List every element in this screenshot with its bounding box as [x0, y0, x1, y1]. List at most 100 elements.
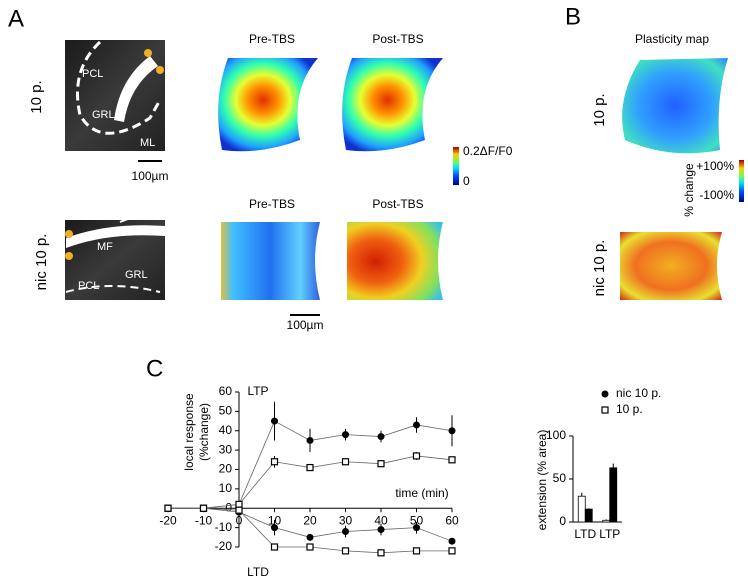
row-label: nic 10 p. — [33, 234, 50, 291]
bar — [584, 508, 593, 523]
data-point — [306, 463, 314, 472]
data-point — [271, 524, 278, 532]
data-point — [235, 506, 243, 514]
colorbar — [453, 147, 459, 185]
panel-label: C — [146, 355, 163, 382]
layer-outline — [119, 210, 166, 223]
y-tick-label: -20 — [215, 539, 233, 553]
axis-label: local response — [182, 393, 196, 471]
row-label: 10 p. — [28, 80, 45, 113]
legend-marker — [601, 406, 609, 414]
data-point — [377, 460, 385, 468]
colorbar-label: 0 — [463, 174, 470, 188]
annotation: LTP — [247, 384, 268, 398]
y-tick-label: 40 — [219, 423, 233, 437]
x-tick-label: -10 — [195, 513, 213, 527]
map-title: Pre-TBS — [249, 197, 295, 211]
x-tick-label: 50 — [410, 513, 424, 527]
heat-map — [342, 58, 443, 152]
plasticity-map — [622, 58, 728, 154]
fiber-tract — [114, 56, 158, 122]
y-tick-label: 20 — [219, 462, 233, 476]
bar — [602, 519, 611, 523]
data-point — [270, 458, 279, 466]
scale-label: 100µm — [287, 318, 324, 332]
data-point — [306, 533, 314, 541]
image-label: PCL — [78, 280, 99, 292]
image-label: ML — [140, 137, 155, 149]
colorbar-label: % change — [682, 163, 696, 217]
colorbar-label: -100% — [699, 188, 734, 202]
y-tick-label: 50 — [219, 404, 233, 418]
data-point — [306, 543, 314, 551]
panel-label: B — [565, 3, 581, 30]
bar — [609, 467, 618, 523]
image-label: MF — [97, 241, 113, 253]
x-tick-label: 30 — [339, 513, 353, 527]
layer-outline — [65, 285, 161, 293]
image-label: GRL — [125, 269, 148, 281]
data-point — [377, 433, 385, 441]
x-tick-label: 40 — [374, 513, 388, 527]
y-tick-label: 60 — [219, 384, 233, 398]
heat-map — [221, 222, 320, 300]
data-point — [306, 436, 314, 444]
y-tick-label: 0 — [559, 514, 566, 528]
data-point — [164, 504, 172, 512]
image-label: mf — [132, 70, 145, 82]
y-tick-label: 100 — [546, 428, 566, 442]
map-title: Post-TBS — [372, 32, 423, 46]
electrode — [144, 49, 152, 57]
electrode — [156, 66, 164, 74]
data-point — [448, 456, 456, 464]
row-label: nic 10 p. — [591, 240, 608, 297]
colorbar-label: 0.2ΔF/F0 — [463, 144, 513, 158]
axis-label: extension (% area) — [535, 430, 549, 531]
data-point — [448, 537, 456, 545]
data-point — [199, 504, 208, 512]
y-tick-label: 0 — [225, 500, 232, 514]
map-title: Pre-TBS — [249, 32, 295, 46]
x-tick-label: 0 — [236, 513, 243, 527]
data-point — [377, 526, 385, 534]
x-tick-label: LTP — [599, 527, 620, 541]
panel-label: A — [8, 5, 24, 32]
legend-marker — [601, 390, 609, 398]
electrode — [65, 230, 73, 238]
data-point — [270, 543, 279, 551]
electrode — [65, 252, 73, 260]
y-tick-label: 50 — [553, 471, 567, 485]
data-point — [235, 500, 243, 508]
data-point — [341, 458, 350, 466]
heat-map — [347, 222, 443, 300]
data-point — [448, 427, 456, 435]
row-label: 10 p. — [591, 93, 608, 126]
axis-label: time (min) — [395, 486, 448, 500]
scale-label: 100µm — [132, 169, 169, 183]
image-label: GRL — [92, 109, 115, 121]
plasticity-map — [620, 232, 722, 300]
legend-label: nic 10 p. — [616, 386, 661, 400]
y-tick-label: 30 — [219, 442, 233, 456]
colorbar-label: +100% — [696, 159, 734, 173]
colorbar — [739, 160, 744, 202]
x-tick-label: -20 — [159, 513, 177, 527]
axis-label: (%change) — [197, 403, 211, 461]
image-label: PCL — [82, 68, 103, 80]
data-point — [341, 547, 350, 555]
bar — [577, 495, 586, 523]
panel-title: Plasticity map — [635, 32, 709, 46]
data-point — [413, 524, 420, 532]
data-point — [448, 547, 456, 555]
map-title: Post-TBS — [372, 197, 423, 211]
x-tick-label: LTD — [574, 527, 596, 541]
y-tick-label: 10 — [219, 481, 233, 495]
annotation: LTD — [247, 565, 269, 579]
y-tick-label: -10 — [215, 520, 233, 534]
data-point — [412, 547, 421, 555]
data-point — [377, 549, 385, 557]
fiber-tract — [66, 225, 165, 248]
heat-map — [218, 58, 318, 152]
